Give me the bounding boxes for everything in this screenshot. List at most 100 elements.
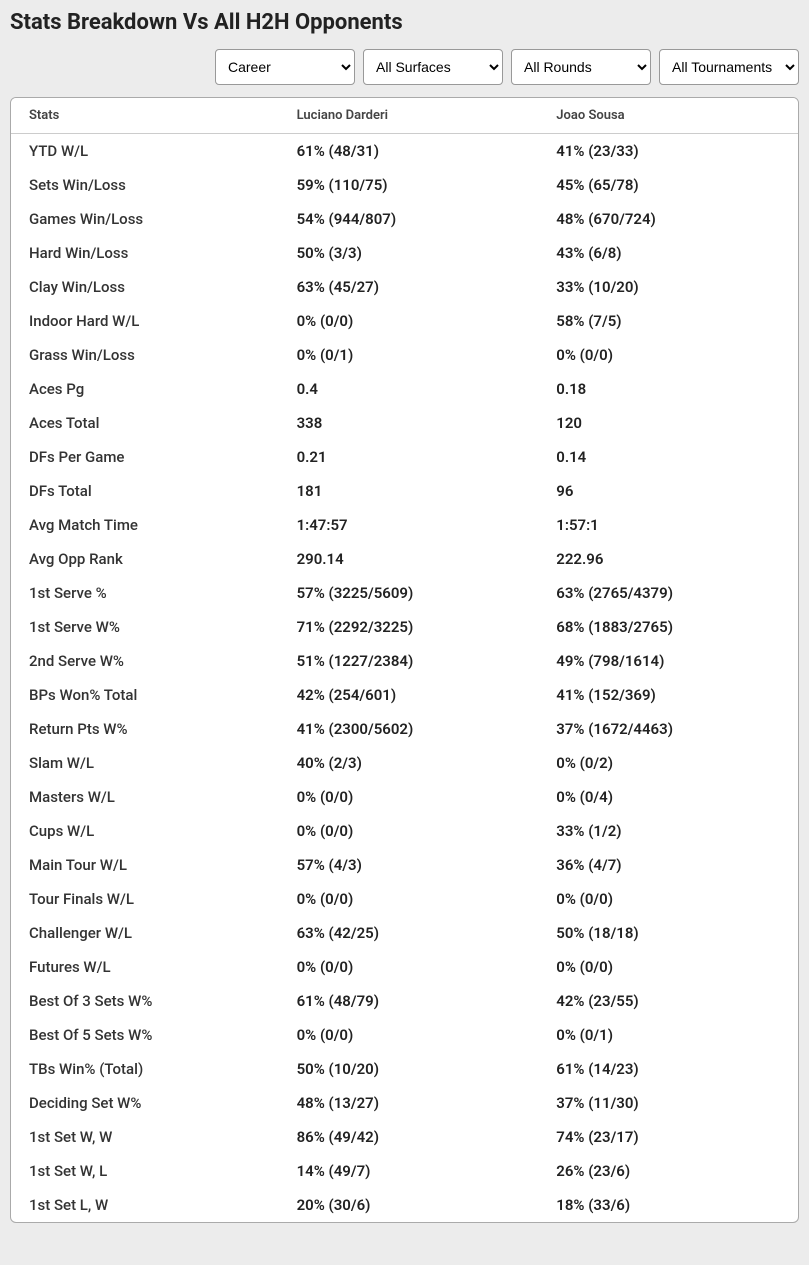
stat-label: Masters W/L (11, 780, 279, 814)
player1-value: 0.4 (279, 372, 539, 406)
player2-value: 68% (1883/2765) (538, 610, 798, 644)
table-row: 2nd Serve W%51% (1227/2384)49% (798/1614… (11, 644, 798, 678)
stat-label: Sets Win/Loss (11, 168, 279, 202)
player2-value: 36% (4/7) (538, 848, 798, 882)
stat-label: 1st Set W, W (11, 1120, 279, 1154)
stat-label: Challenger W/L (11, 916, 279, 950)
player2-value: 0% (0/1) (538, 1018, 798, 1052)
player1-value: 0% (0/0) (279, 950, 539, 984)
player1-value: 290.14 (279, 542, 539, 576)
table-row: 1st Set W, W86% (49/42)74% (23/17) (11, 1120, 798, 1154)
player2-value: 0.18 (538, 372, 798, 406)
stat-label: Aces Pg (11, 372, 279, 406)
table-row: DFs Per Game0.210.14 (11, 440, 798, 474)
stat-label: Grass Win/Loss (11, 338, 279, 372)
player1-value: 50% (3/3) (279, 236, 539, 270)
stat-label: 1st Serve % (11, 576, 279, 610)
player2-value: 0% (0/0) (538, 882, 798, 916)
stat-label: TBs Win% (Total) (11, 1052, 279, 1086)
stat-label: DFs Per Game (11, 440, 279, 474)
stat-label: Slam W/L (11, 746, 279, 780)
player2-value: 63% (2765/4379) (538, 576, 798, 610)
player2-value: 48% (670/724) (538, 202, 798, 236)
stat-label: 2nd Serve W% (11, 644, 279, 678)
stat-label: Cups W/L (11, 814, 279, 848)
player2-value: 222.96 (538, 542, 798, 576)
player2-value: 0% (0/0) (538, 950, 798, 984)
page-title: Stats Breakdown Vs All H2H Opponents (10, 10, 799, 35)
table-row: Indoor Hard W/L0% (0/0)58% (7/5) (11, 304, 798, 338)
player1-value: 63% (45/27) (279, 270, 539, 304)
player1-value: 61% (48/79) (279, 984, 539, 1018)
stat-label: Games Win/Loss (11, 202, 279, 236)
tournament-select[interactable]: All Tournaments (659, 49, 799, 85)
table-row: Best Of 5 Sets W%0% (0/0)0% (0/1) (11, 1018, 798, 1052)
player1-value: 63% (42/25) (279, 916, 539, 950)
stat-label: BPs Won% Total (11, 678, 279, 712)
stats-table: Stats Luciano Darderi Joao Sousa YTD W/L… (11, 98, 798, 1222)
stat-label: Avg Match Time (11, 508, 279, 542)
player2-value: 0% (0/4) (538, 780, 798, 814)
table-row: Main Tour W/L57% (4/3)36% (4/7) (11, 848, 798, 882)
player2-value: 26% (23/6) (538, 1154, 798, 1188)
filter-bar: Career All Surfaces All Rounds All Tourn… (10, 49, 799, 85)
player1-value: 51% (1227/2384) (279, 644, 539, 678)
player2-value: 49% (798/1614) (538, 644, 798, 678)
stat-label: Clay Win/Loss (11, 270, 279, 304)
table-row: Sets Win/Loss59% (110/75)45% (65/78) (11, 168, 798, 202)
player1-value: 86% (49/42) (279, 1120, 539, 1154)
player1-value: 338 (279, 406, 539, 440)
table-row: Best Of 3 Sets W%61% (48/79)42% (23/55) (11, 984, 798, 1018)
table-row: Avg Opp Rank290.14222.96 (11, 542, 798, 576)
stat-label: Futures W/L (11, 950, 279, 984)
stat-label: 1st Set L, W (11, 1188, 279, 1222)
table-row: Deciding Set W%48% (13/27)37% (11/30) (11, 1086, 798, 1120)
player1-value: 50% (10/20) (279, 1052, 539, 1086)
table-row: 1st Serve W%71% (2292/3225)68% (1883/276… (11, 610, 798, 644)
player2-value: 37% (1672/4463) (538, 712, 798, 746)
stat-label: Indoor Hard W/L (11, 304, 279, 338)
player2-value: 41% (152/369) (538, 678, 798, 712)
player2-value: 96 (538, 474, 798, 508)
player2-value: 50% (18/18) (538, 916, 798, 950)
table-header-row: Stats Luciano Darderi Joao Sousa (11, 98, 798, 134)
stats-table-body: YTD W/L61% (48/31)41% (23/33)Sets Win/Lo… (11, 134, 798, 1223)
player2-value: 1:57:1 (538, 508, 798, 542)
player2-value: 33% (1/2) (538, 814, 798, 848)
table-row: 1st Set W, L14% (49/7)26% (23/6) (11, 1154, 798, 1188)
stat-label: Best Of 3 Sets W% (11, 984, 279, 1018)
table-row: Avg Match Time1:47:571:57:1 (11, 508, 798, 542)
player2-value: 42% (23/55) (538, 984, 798, 1018)
table-row: Cups W/L0% (0/0)33% (1/2) (11, 814, 798, 848)
player1-value: 59% (110/75) (279, 168, 539, 202)
player1-value: 57% (4/3) (279, 848, 539, 882)
player2-value: 120 (538, 406, 798, 440)
player2-value: 33% (10/20) (538, 270, 798, 304)
stat-label: Main Tour W/L (11, 848, 279, 882)
player2-value: 61% (14/23) (538, 1052, 798, 1086)
player2-value: 0.14 (538, 440, 798, 474)
player1-value: 0% (0/0) (279, 882, 539, 916)
player1-value: 48% (13/27) (279, 1086, 539, 1120)
player1-value: 61% (48/31) (279, 134, 539, 169)
stat-label: 1st Serve W% (11, 610, 279, 644)
surface-select[interactable]: All Surfaces (363, 49, 503, 85)
stat-label: YTD W/L (11, 134, 279, 169)
table-row: Aces Total338120 (11, 406, 798, 440)
table-row: Aces Pg0.40.18 (11, 372, 798, 406)
stat-label: Deciding Set W% (11, 1086, 279, 1120)
table-row: Slam W/L40% (2/3)0% (0/2) (11, 746, 798, 780)
period-select[interactable]: Career (215, 49, 355, 85)
player2-value: 0% (0/2) (538, 746, 798, 780)
table-row: Hard Win/Loss50% (3/3)43% (6/8) (11, 236, 798, 270)
stat-label: Tour Finals W/L (11, 882, 279, 916)
table-row: Grass Win/Loss0% (0/1)0% (0/0) (11, 338, 798, 372)
player1-value: 0.21 (279, 440, 539, 474)
round-select[interactable]: All Rounds (511, 49, 651, 85)
player2-value: 37% (11/30) (538, 1086, 798, 1120)
player2-value: 74% (23/17) (538, 1120, 798, 1154)
player1-value: 0% (0/0) (279, 1018, 539, 1052)
player2-value: 41% (23/33) (538, 134, 798, 169)
table-row: Challenger W/L63% (42/25)50% (18/18) (11, 916, 798, 950)
stat-label: 1st Set W, L (11, 1154, 279, 1188)
